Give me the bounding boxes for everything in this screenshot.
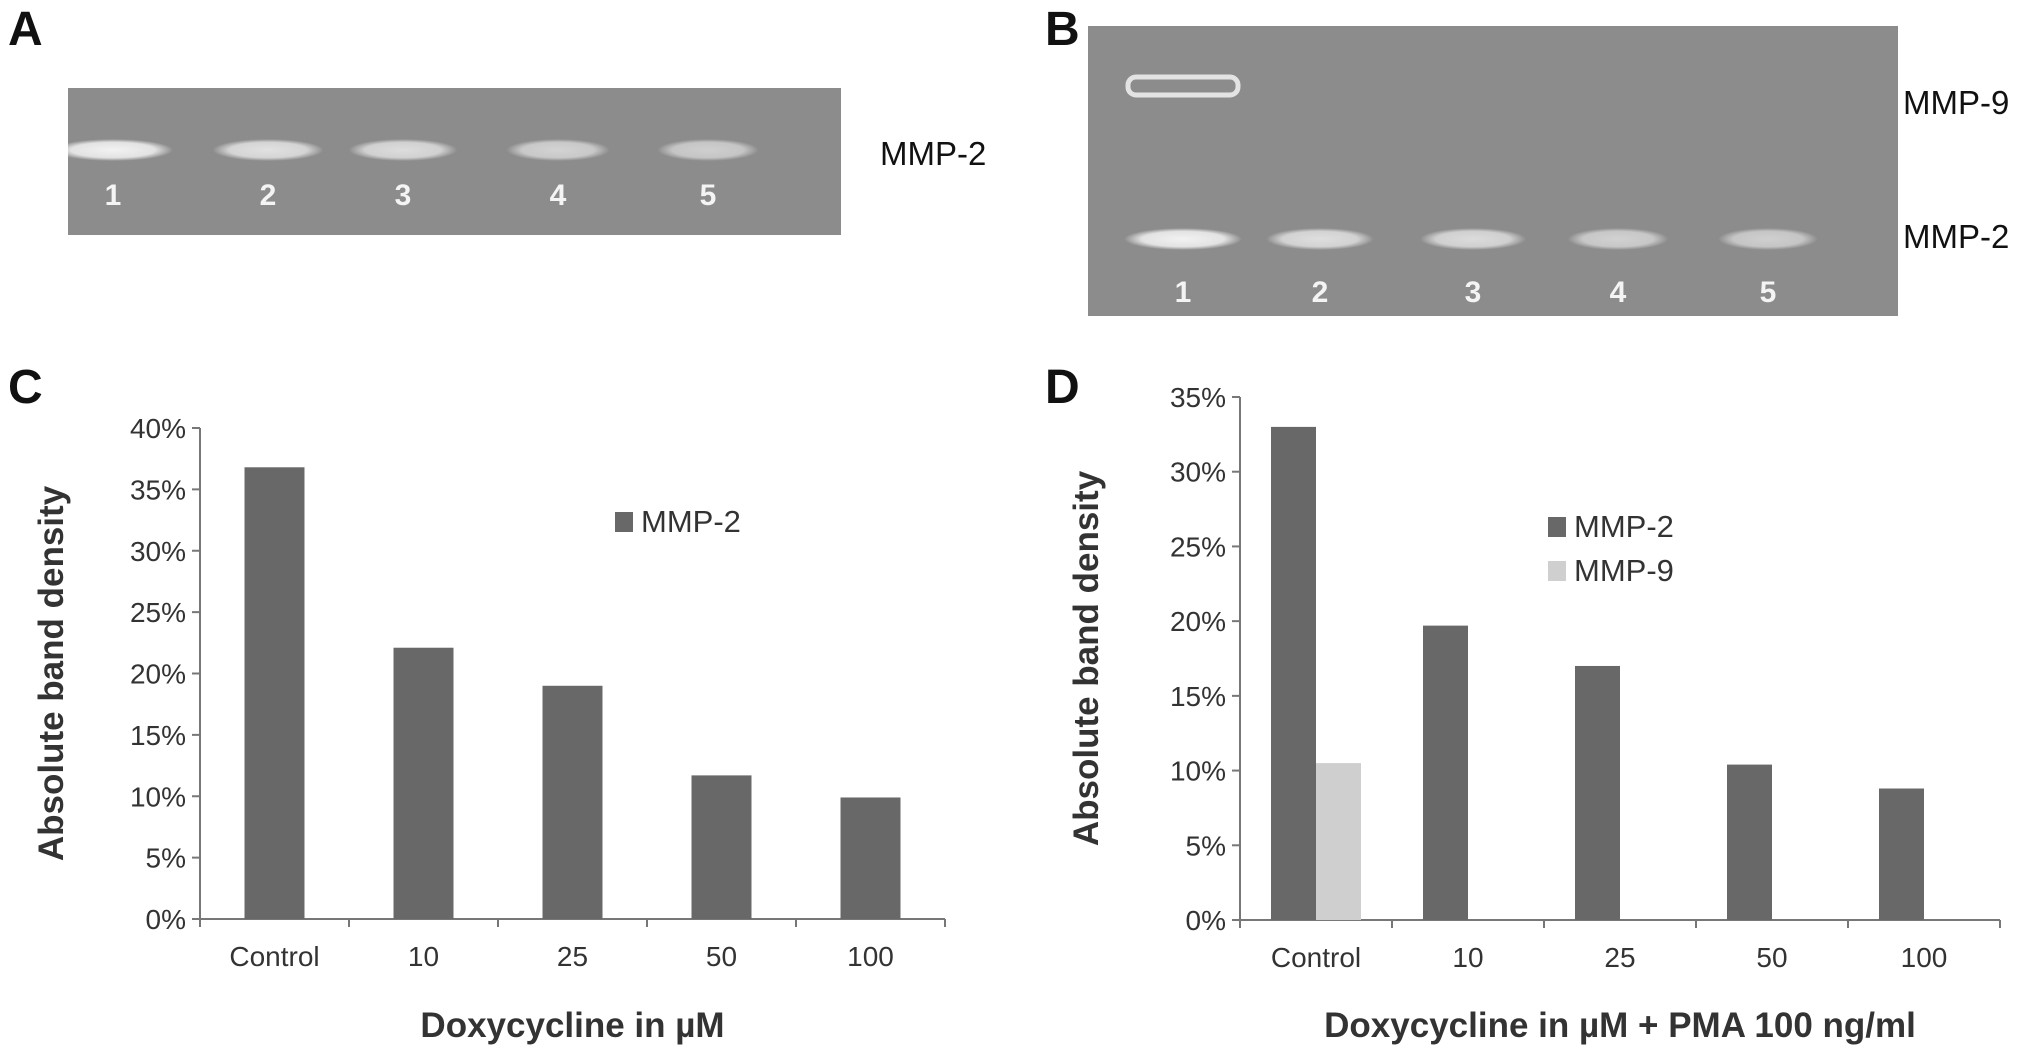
y-tick-label: 10% (130, 781, 186, 812)
gel-label-mmp2-a: MMP-2 (880, 135, 987, 172)
y-tick-label: 25% (130, 597, 186, 628)
lane-number-label: 5 (700, 179, 717, 212)
lane-number-label: 3 (395, 179, 412, 212)
gel-image-a: 1 2 3 4 5 (68, 88, 841, 235)
x-axis-title: Doxycycline in µM + PMA 100 ng/ml (1324, 1006, 1916, 1045)
y-tick-label: 0% (1186, 905, 1226, 936)
y-tick-label: 10% (1170, 756, 1226, 787)
panel-letter-d: D (1045, 361, 1080, 414)
lane-number-label: 3 (1465, 276, 1482, 309)
chart-d: 0% 5% 10% 15% 20% 25% 30% 35% Control 10 25 50 100 MM… (1067, 382, 2001, 1045)
chart-c: 0% 5% 10% 15% 20% 25% 30% 35% 40% Control 10 25 50 10… (32, 413, 946, 1045)
bar-mmp-9-control (1316, 763, 1361, 920)
lane-number-label: 1 (105, 179, 122, 212)
lane-number-label: 4 (1610, 276, 1627, 309)
mmp2-band (348, 139, 458, 161)
mmp2-band (68, 139, 173, 161)
bar-mmp-2-50 (1727, 764, 1772, 920)
mmp9-band (1125, 74, 1241, 98)
bar-mmp-2-50 (691, 775, 752, 919)
bar-mmp-2-control (244, 467, 305, 919)
x-tick-label: 50 (1756, 942, 1787, 973)
mmp2-band (506, 139, 610, 161)
lane-number-label: 2 (1312, 276, 1329, 309)
bar-mmp-2-10 (1423, 625, 1468, 920)
x-axis-title: Doxycycline in µM (420, 1006, 724, 1045)
y-tick-label: 30% (1170, 457, 1226, 488)
mmp2-band (657, 139, 759, 161)
mmp2-band (1567, 228, 1669, 250)
gel-background (1088, 26, 1898, 316)
y-tick-label: 20% (1170, 606, 1226, 637)
y-tick-label: 5% (1186, 830, 1226, 861)
legend-label: MMP-2 (1574, 509, 1674, 544)
x-tick-label: 25 (1604, 942, 1635, 973)
y-axis-title: Absolute band density (1067, 470, 1106, 846)
y-axis-title: Absolute band density (32, 485, 71, 861)
y-tick-label: 15% (130, 720, 186, 751)
mmp2-band (1266, 228, 1374, 250)
y-tick-label: 40% (130, 413, 186, 444)
y-tick-label: 25% (1170, 531, 1226, 562)
mmp2-band (212, 139, 324, 161)
legend-swatch (1548, 561, 1566, 581)
legend-label: MMP-9 (1574, 553, 1674, 588)
panel-letter-b: B (1045, 3, 1080, 56)
x-tick-label: 10 (1452, 942, 1483, 973)
lane-number-label: 4 (550, 179, 567, 212)
bar-mmp-2-10 (393, 647, 454, 919)
y-tick-label: 30% (130, 536, 186, 567)
x-tick-label: 10 (408, 941, 439, 972)
legend-swatch (615, 512, 633, 532)
y-tick-label: 0% (146, 904, 186, 935)
bar-mmp-2-25 (1575, 665, 1620, 920)
x-tick-label: 100 (1901, 942, 1948, 973)
bar-mmp-2-100 (1879, 788, 1924, 920)
lane-number-label: 1 (1175, 276, 1192, 309)
y-tick-label: 5% (146, 843, 186, 874)
panel-letter-a: A (8, 3, 43, 56)
y-tick-label: 35% (1170, 382, 1226, 413)
panel-letter-c: C (8, 361, 43, 414)
lane-number-label: 5 (1760, 276, 1777, 309)
mmp2-band (1124, 228, 1242, 250)
mmp2-band (1419, 228, 1527, 250)
x-tick-label: 100 (847, 941, 894, 972)
y-tick-label: 35% (130, 474, 186, 505)
legend-swatch (1548, 517, 1566, 537)
bar-mmp-2-100 (840, 797, 901, 919)
gel-label-mmp2-b: MMP-2 (1903, 218, 2010, 255)
bar-mmp-2-control (1271, 426, 1316, 920)
y-tick-label: 20% (130, 659, 186, 690)
x-tick-label: Control (1271, 942, 1361, 973)
mmp2-band (1718, 228, 1818, 250)
gel-background (68, 88, 841, 235)
gel-image-b: 1 2 3 4 5 (1088, 26, 1898, 316)
x-tick-label: 50 (706, 941, 737, 972)
x-tick-label: Control (229, 941, 319, 972)
bar-mmp-2-25 (542, 685, 603, 919)
gel-label-mmp9-b: MMP-9 (1903, 84, 2010, 121)
legend-label: MMP-2 (641, 504, 741, 539)
lane-number-label: 2 (260, 179, 277, 212)
x-tick-label: 25 (557, 941, 588, 972)
y-tick-label: 15% (1170, 681, 1226, 712)
